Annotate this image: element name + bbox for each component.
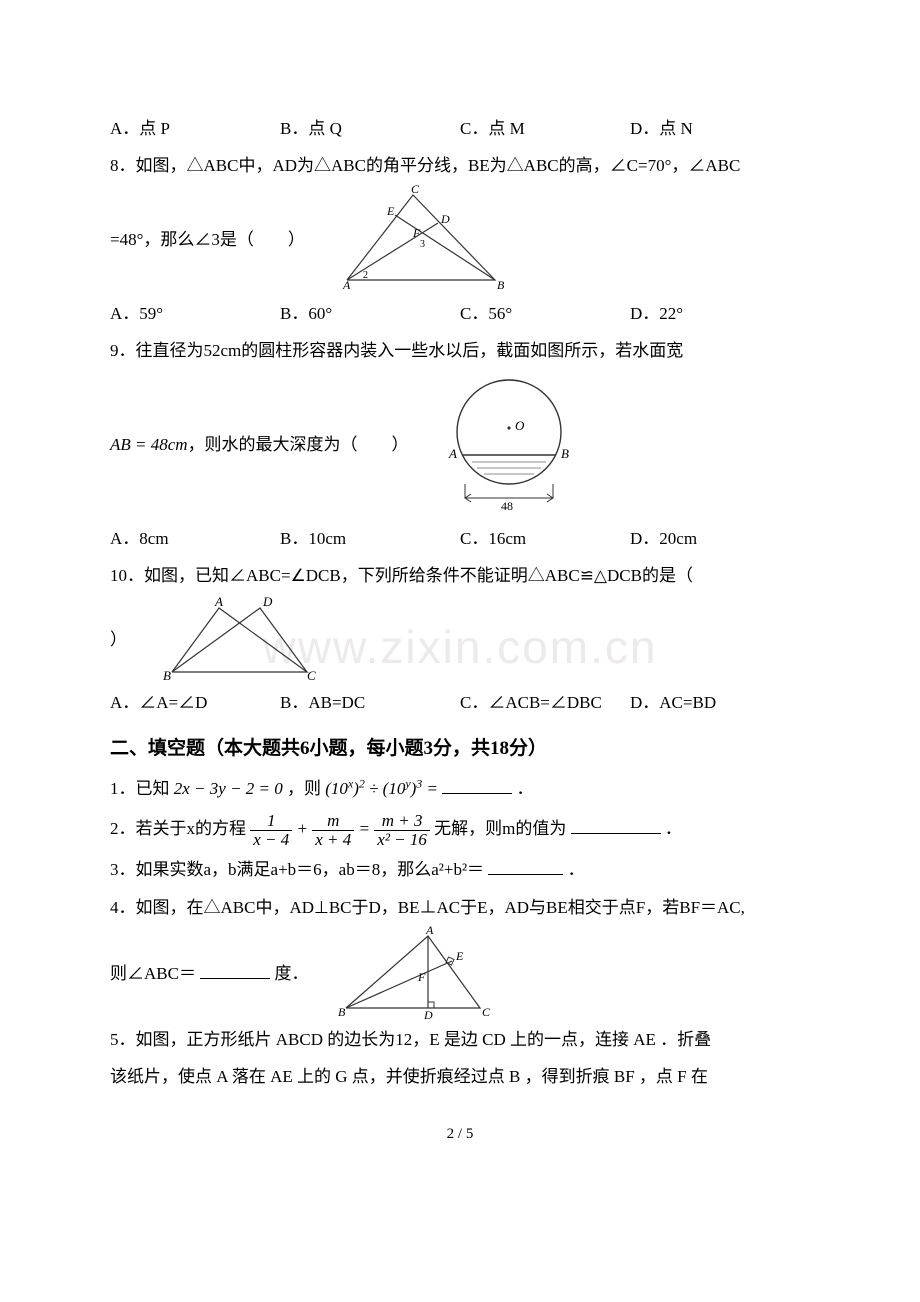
q9-line2b: ，则水的最大深度为（ ） xyxy=(188,435,409,454)
f1-end: ． xyxy=(516,779,533,798)
f1-c: ，则 xyxy=(287,779,321,798)
f4-f: F xyxy=(417,970,426,984)
f5-line1: 5．如图，正方形纸片 ABCD 的边长为12，E 是边 CD 上的一点，连接 A… xyxy=(110,1021,810,1058)
q8-opt-a: A．59° xyxy=(110,295,280,332)
f1-p1: (10 xyxy=(325,779,348,798)
f4-b: B xyxy=(338,1005,346,1019)
q9-figure: O A B 48 xyxy=(429,370,589,520)
f2-b: 无解，则m的值为 xyxy=(434,819,566,838)
f3-end: ． xyxy=(568,860,585,879)
f2-n2: m xyxy=(312,812,354,831)
f4-line1: 4．如图，在△ABC中，AD⊥BC于D，BE⊥AC于E，AD与BE相交于点F，若… xyxy=(110,889,810,926)
q8-opt-b: B．60° xyxy=(280,295,460,332)
section2-title: 二、填空题（本大题共6小题，每小题3分，共18分） xyxy=(110,728,810,770)
f4-line2b: 度． xyxy=(274,964,308,983)
f2-a: 2．若关于x的方程 xyxy=(110,819,246,838)
q10-opt-a: A．∠A=∠D xyxy=(110,684,280,721)
f2-n3: m + 3 xyxy=(374,812,430,831)
f3: 3．如果实数a，b满足a+b＝6，ab＝8，那么a²+b²＝ ． xyxy=(110,851,810,888)
q10-opt-b: B．AB=DC xyxy=(280,684,460,721)
q9-eq: AB = 48cm xyxy=(110,435,188,454)
f4-c: C xyxy=(482,1005,491,1019)
f4-line2a: 则∠ABC＝ xyxy=(110,964,196,983)
f1-eq1: 2x − 3y − 2 = 0 xyxy=(174,779,283,798)
q8-label-3: 3 xyxy=(420,239,425,250)
q10-opt-d: D．AC=BD xyxy=(630,684,716,721)
q10-opt-c: C．∠ACB=∠DBC xyxy=(460,684,630,721)
f2-blank xyxy=(571,816,661,834)
q8-figure: A B C D E F 2 3 xyxy=(325,185,515,295)
q8-line1: 8．如图，△ABC中，AD为△ABC的角平分线，BE为△ABC的高，∠C=70°… xyxy=(110,147,810,184)
f1: 1．已知 2x − 3y − 2 = 0 ，则 (10x)2 ÷ (10y)3 … xyxy=(110,770,810,807)
q8-opt-c: C．56° xyxy=(460,295,630,332)
q10-line1: 10．如图，已知∠ABC=∠DCB，下列所给条件不能证明△ABC≌△DCB的是（ xyxy=(110,557,810,594)
f3-text: 3．如果实数a，b满足a+b＝6，ab＝8，那么a²+b²＝ xyxy=(110,860,484,879)
q7-options: A．点 P B．点 Q C．点 M D．点 N xyxy=(110,110,810,147)
q7-opt-d: D．点 N xyxy=(630,110,693,147)
f4-a: A xyxy=(425,926,434,937)
q9-label-b: B xyxy=(561,446,569,461)
q8-options: A．59° B．60° C．56° D．22° xyxy=(110,295,810,332)
q9-label-o: O xyxy=(515,418,525,433)
f1-a: 1．已知 xyxy=(110,779,170,798)
q8-label-b: B xyxy=(497,278,505,292)
f1-eqs: = xyxy=(422,779,438,798)
f2-d3: x² − 16 xyxy=(374,831,430,849)
q8-label-f: F xyxy=(412,226,421,240)
q9-opt-c: C．16cm xyxy=(460,520,630,557)
f4-e: E xyxy=(455,949,464,963)
q8-opt-d: D．22° xyxy=(630,295,683,332)
f2: 2．若关于x的方程 1x − 4 + mx + 4 = m + 3x² − 16… xyxy=(110,807,810,851)
f5-line2: 该纸片，使点 A 落在 AE 上的 G 点，并使折痕经过点 B ，得到折痕 BF… xyxy=(110,1058,810,1095)
q9-opt-a: A．8cm xyxy=(110,520,280,557)
q10-label-a: A xyxy=(214,594,223,609)
q10-label-c: C xyxy=(307,668,316,683)
q9-opt-b: B．10cm xyxy=(280,520,460,557)
q7-opt-b: B．点 Q xyxy=(280,110,460,147)
q8-label-c: C xyxy=(411,185,420,196)
q9-label-48: 48 xyxy=(501,499,513,513)
f2-n1: 1 xyxy=(250,812,292,831)
f2-end: ． xyxy=(665,819,682,838)
q8-line2: =48°，那么∠3是（ ） xyxy=(110,221,305,258)
q9-options: A．8cm B．10cm C．16cm D．20cm xyxy=(110,520,810,557)
f4-figure: A B C D E F xyxy=(328,926,498,1021)
f3-blank xyxy=(488,857,563,875)
q7-opt-c: C．点 M xyxy=(460,110,630,147)
q8-label-d: D xyxy=(440,212,450,226)
f4-d: D xyxy=(423,1008,433,1021)
page-footer: 2 / 5 xyxy=(110,1126,810,1143)
q9-label-a: A xyxy=(448,446,457,461)
q10-line2: ） xyxy=(110,621,127,658)
f1-blank xyxy=(442,776,512,794)
q10-figure: A D B C xyxy=(147,594,337,684)
f2-d2: x + 4 xyxy=(312,831,354,849)
f4-blank xyxy=(200,961,270,979)
f2-eq: = xyxy=(359,819,375,838)
f1-div: ÷ (10 xyxy=(365,779,406,798)
q9-line1: 9．往直径为52cm的圆柱形容器内装入一些水以后，截面如图所示，若水面宽 xyxy=(110,332,810,369)
q9-opt-d: D．20cm xyxy=(630,520,697,557)
q10-options: A．∠A=∠D B．AB=DC C．∠ACB=∠DBC D．AC=BD xyxy=(110,684,810,721)
q8-label-a: A xyxy=(342,278,351,292)
q8-label-2: 2 xyxy=(363,270,368,281)
q10-label-d: D xyxy=(262,594,273,609)
q7-opt-a: A．点 P xyxy=(110,110,280,147)
q10-label-b: B xyxy=(163,668,171,683)
f2-d1: x − 4 xyxy=(250,831,292,849)
q8-label-e: E xyxy=(386,204,395,218)
f2-plus: + xyxy=(297,819,313,838)
